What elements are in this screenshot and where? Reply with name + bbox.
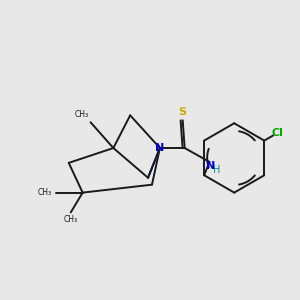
Text: S: S — [179, 107, 187, 117]
Text: Cl: Cl — [271, 128, 283, 138]
Text: CH₃: CH₃ — [37, 188, 51, 197]
Text: CH₃: CH₃ — [75, 110, 89, 119]
Text: N: N — [155, 143, 164, 153]
Text: CH₃: CH₃ — [64, 215, 78, 224]
Text: H: H — [213, 165, 220, 175]
Text: N: N — [206, 161, 216, 171]
